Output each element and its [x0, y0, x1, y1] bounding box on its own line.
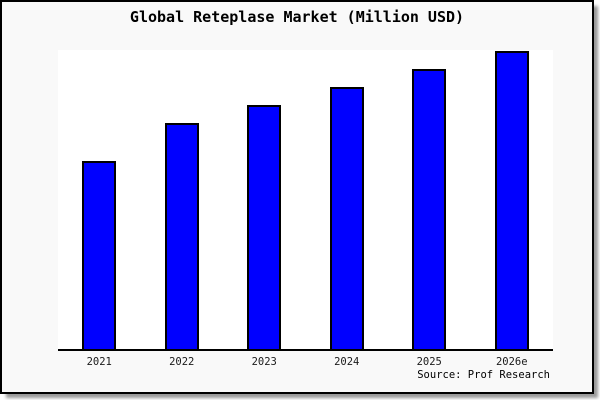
chart-frame: Global Reteplase Market (Million USD) 20… [0, 0, 594, 394]
x-axis-label-2021: 2021 [86, 356, 112, 368]
x-axis: 2021 2022 2023 2024 2025 2026e [58, 356, 553, 368]
bar-2025 [412, 69, 447, 349]
source-note: Source: Prof Research [417, 369, 550, 381]
bar-2022 [164, 123, 199, 349]
x-axis-label-2024: 2024 [334, 356, 360, 368]
bar-2021 [82, 161, 117, 349]
x-axis-label-2022: 2022 [169, 356, 195, 368]
x-axis-label-2026e: 2026e [495, 356, 528, 368]
bar-2024 [329, 87, 364, 349]
x-axis-label-2025: 2025 [416, 356, 442, 368]
bar-2023 [247, 105, 282, 349]
x-axis-label-2023: 2023 [251, 356, 277, 368]
plot-area [58, 50, 553, 351]
bar-2026e [494, 51, 529, 349]
chart-title: Global Reteplase Market (Million USD) [129, 8, 465, 26]
